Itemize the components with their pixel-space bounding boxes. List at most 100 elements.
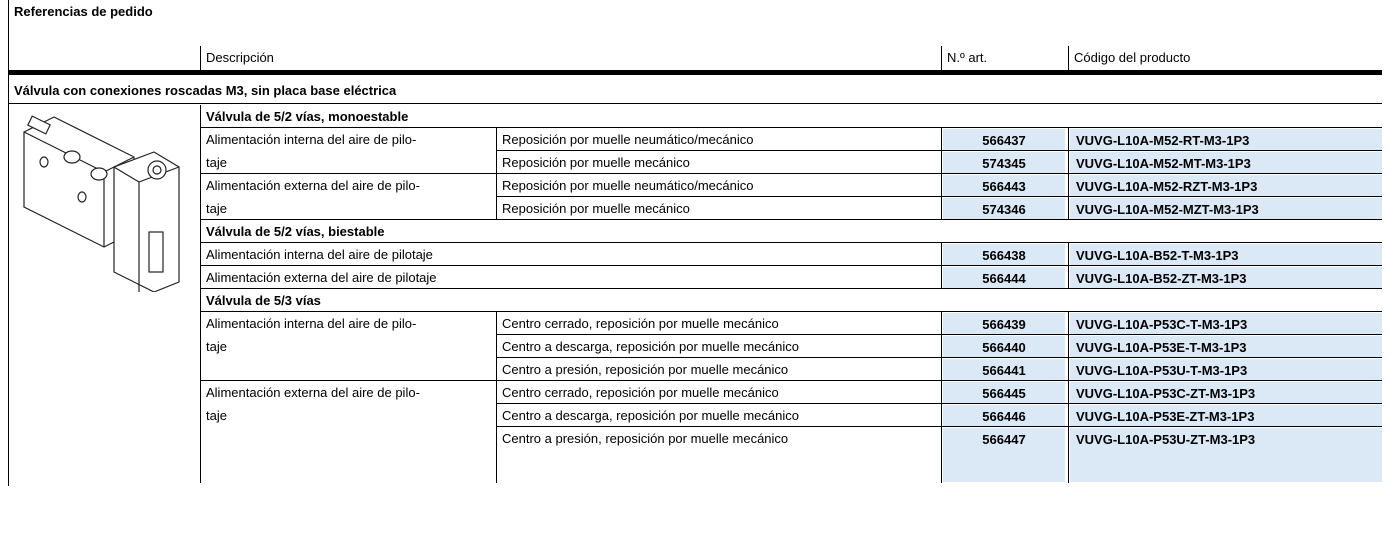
- pilot-supply: taje: [206, 339, 227, 354]
- pilot-supply: Alimentación externa del aire de pilo-: [206, 178, 420, 193]
- rule: [200, 105, 201, 483]
- part-number: 566446: [943, 405, 1065, 426]
- rule: [200, 311, 1382, 312]
- rule: [496, 335, 497, 358]
- rule: [1068, 243, 1069, 266]
- rule: [941, 128, 942, 151]
- rule: [941, 358, 942, 381]
- rule: [1068, 335, 1069, 358]
- rule: [1068, 427, 1069, 483]
- variant: Centro cerrado, reposición por muelle me…: [502, 316, 779, 331]
- pilot-supply: taje: [206, 155, 227, 170]
- rule: [496, 196, 1382, 197]
- product-code: VUVG-L10A-B52-ZT-M3-1P3: [1070, 267, 1382, 288]
- rule: [1068, 266, 1069, 289]
- group-title: Válvula de 5/2 vías, monoestable: [206, 109, 409, 124]
- column-header: N.º art.: [947, 50, 988, 65]
- product-code: VUVG-L10A-M52-RT-M3-1P3: [1070, 129, 1382, 150]
- pilot-supply: taje: [206, 408, 227, 423]
- rule: [941, 174, 942, 197]
- rule: [200, 127, 1382, 128]
- rule: [496, 197, 497, 220]
- part-number: 574345: [943, 152, 1065, 173]
- product-code: VUVG-L10A-M52-RZT-M3-1P3: [1070, 175, 1382, 196]
- product-code: VUVG-L10A-P53C-ZT-M3-1P3: [1070, 382, 1382, 403]
- product-code: VUVG-L10A-P53U-T-M3-1P3: [1070, 359, 1382, 380]
- description: Alimentación externa del aire de pilotaj…: [206, 270, 437, 285]
- rule: [1068, 128, 1069, 151]
- rule: [496, 150, 1382, 151]
- product-code: VUVG-L10A-M52-MT-M3-1P3: [1070, 152, 1382, 173]
- section-title: Válvula con conexiones roscadas M3, sin …: [14, 83, 397, 98]
- variant: Reposición por muelle mecánico: [502, 155, 690, 170]
- column-header: Código del producto: [1074, 50, 1191, 65]
- page-title: Referencias de pedido: [14, 4, 153, 19]
- part-number: 566445: [943, 382, 1065, 403]
- rule: [941, 335, 942, 358]
- rule: [496, 174, 497, 197]
- rule: [496, 128, 497, 151]
- pilot-supply: taje: [206, 201, 227, 216]
- rule: [941, 243, 942, 266]
- rule: [200, 173, 1382, 174]
- variant: Centro a descarga, reposición por muelle…: [502, 408, 799, 423]
- rule: [496, 312, 497, 335]
- description: Alimentación interna del aire de pilotaj…: [206, 247, 433, 262]
- rule: [941, 427, 942, 483]
- variant: Centro a presión, reposición por muelle …: [502, 431, 789, 446]
- rule: [496, 426, 1382, 427]
- part-number: 566440: [943, 336, 1065, 357]
- rule: [496, 334, 1382, 335]
- variant: Centro a presión, reposición por muelle …: [502, 362, 789, 377]
- part-number: 566443: [943, 175, 1065, 196]
- rule: [941, 312, 942, 335]
- rule: [200, 380, 1382, 381]
- part-number: 566447: [943, 428, 1065, 482]
- variant: Centro a descarga, reposición por muelle…: [502, 339, 799, 354]
- rule: [1068, 358, 1069, 381]
- rule: [1068, 312, 1069, 335]
- valve-image: [23, 115, 180, 292]
- rule: [200, 288, 1382, 289]
- rule: [496, 358, 497, 381]
- product-code: VUVG-L10A-P53E-ZT-M3-1P3: [1070, 405, 1382, 426]
- column-header: Descripción: [206, 50, 274, 65]
- rule: [8, 103, 1382, 104]
- rule: [200, 219, 1382, 220]
- product-code: VUVG-L10A-P53C-T-M3-1P3: [1070, 313, 1382, 334]
- rule: [941, 151, 942, 174]
- product-code: VUVG-L10A-P53U-ZT-M3-1P3: [1070, 428, 1382, 482]
- rule: [941, 381, 942, 404]
- rule: [200, 265, 1382, 266]
- group-title: Válvula de 5/2 vías, biestable: [206, 224, 385, 239]
- part-number: 566441: [943, 359, 1065, 380]
- variant: Reposición por muelle mecánico: [502, 201, 690, 216]
- product-code: VUVG-L10A-P53E-T-M3-1P3: [1070, 336, 1382, 357]
- pilot-supply: Alimentación interna del aire de pilo-: [206, 316, 417, 331]
- rule: [496, 427, 497, 483]
- pilot-supply: Alimentación interna del aire de pilo-: [206, 132, 417, 147]
- rule: [496, 381, 497, 404]
- rule: [1068, 174, 1069, 197]
- rule: [941, 197, 942, 220]
- rule: [1068, 151, 1069, 174]
- rule: [496, 403, 1382, 404]
- rule: [496, 404, 497, 427]
- rule: [496, 357, 1382, 358]
- rule: [941, 404, 942, 427]
- pilot-supply: Alimentación externa del aire de pilo-: [206, 385, 420, 400]
- product-code: VUVG-L10A-B52-T-M3-1P3: [1070, 244, 1382, 265]
- variant: Centro cerrado, reposición por muelle me…: [502, 385, 779, 400]
- part-number: 566439: [943, 313, 1065, 334]
- part-number: 566437: [943, 129, 1065, 150]
- group-title: Válvula de 5/3 vías: [206, 293, 321, 308]
- rule: [1068, 46, 1069, 70]
- part-number: 566444: [943, 267, 1065, 288]
- product-code: VUVG-L10A-M52-MZT-M3-1P3: [1070, 198, 1382, 219]
- rule: [1068, 381, 1069, 404]
- rule: [1068, 404, 1069, 427]
- rule: [8, 70, 1382, 75]
- variant: Reposición por muelle neumático/mecánico: [502, 132, 754, 147]
- part-number: 574346: [943, 198, 1065, 219]
